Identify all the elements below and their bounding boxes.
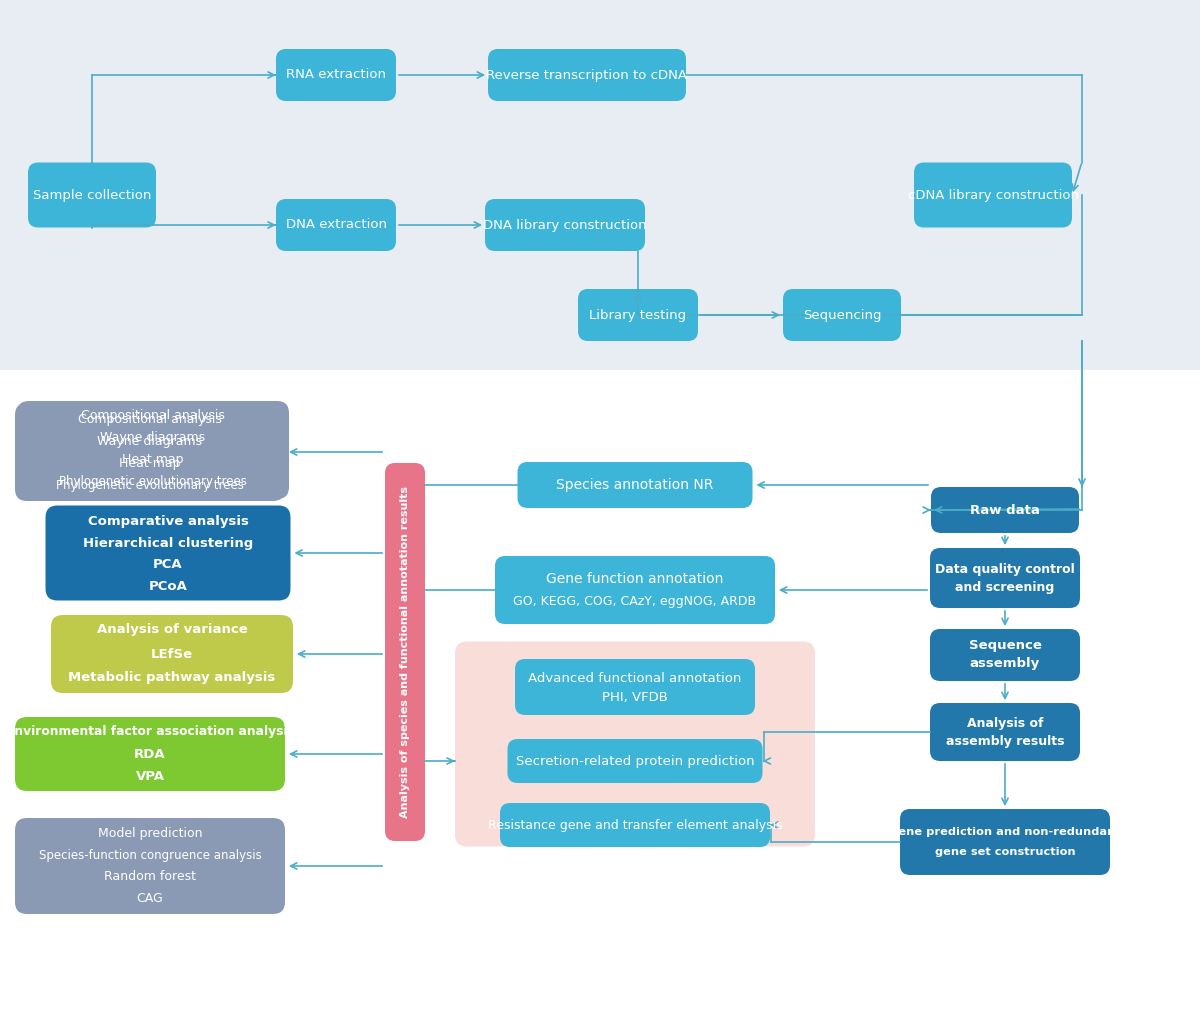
- FancyBboxPatch shape: [930, 703, 1080, 761]
- Text: Library testing: Library testing: [589, 309, 686, 322]
- Text: Sequencing: Sequencing: [803, 309, 881, 322]
- FancyBboxPatch shape: [0, 370, 1200, 1009]
- Text: PCA: PCA: [154, 559, 182, 571]
- FancyBboxPatch shape: [385, 463, 425, 840]
- Text: Heat map: Heat map: [119, 456, 181, 469]
- Text: LEfSe: LEfSe: [151, 648, 193, 661]
- FancyBboxPatch shape: [455, 642, 815, 847]
- Text: VPA: VPA: [136, 770, 164, 783]
- Text: Secretion-related protein prediction: Secretion-related protein prediction: [516, 755, 755, 768]
- FancyBboxPatch shape: [0, 0, 1200, 370]
- FancyBboxPatch shape: [900, 809, 1110, 875]
- Text: Advanced functional annotation: Advanced functional annotation: [528, 672, 742, 684]
- FancyBboxPatch shape: [515, 659, 755, 715]
- FancyBboxPatch shape: [784, 289, 901, 341]
- FancyBboxPatch shape: [931, 487, 1079, 533]
- FancyBboxPatch shape: [14, 403, 286, 501]
- Text: RDA: RDA: [134, 748, 166, 761]
- Text: Species-function congruence analysis: Species-function congruence analysis: [38, 849, 262, 862]
- Text: Analysis of species and functional annotation results: Analysis of species and functional annot…: [400, 486, 410, 818]
- FancyBboxPatch shape: [46, 506, 290, 600]
- Text: Data quality control: Data quality control: [935, 562, 1075, 575]
- Text: assembly results: assembly results: [946, 735, 1064, 748]
- FancyBboxPatch shape: [276, 49, 396, 101]
- Text: GO, KEGG, COG, CAzY, eggNOG, ARDB: GO, KEGG, COG, CAzY, eggNOG, ARDB: [514, 594, 756, 607]
- Text: Reverse transcription to cDNA: Reverse transcription to cDNA: [486, 69, 688, 82]
- Text: Comparative analysis: Comparative analysis: [88, 515, 248, 528]
- Text: Analysis of variance: Analysis of variance: [97, 624, 247, 637]
- Text: PCoA: PCoA: [149, 580, 187, 593]
- Text: DNA library construction: DNA library construction: [484, 219, 647, 231]
- FancyBboxPatch shape: [485, 199, 646, 251]
- Text: Model prediction: Model prediction: [97, 826, 203, 839]
- Text: assembly: assembly: [970, 658, 1040, 671]
- Text: Phylogenetic evolutionary trees: Phylogenetic evolutionary trees: [59, 475, 247, 488]
- Text: Compositional analysis: Compositional analysis: [78, 413, 222, 426]
- Text: Analysis of: Analysis of: [967, 716, 1043, 730]
- FancyBboxPatch shape: [14, 818, 286, 914]
- Text: gene set construction: gene set construction: [935, 847, 1075, 857]
- FancyBboxPatch shape: [276, 199, 396, 251]
- Text: Hierarchical clustering: Hierarchical clustering: [83, 537, 253, 550]
- Text: Raw data: Raw data: [970, 503, 1040, 517]
- Text: Wayne diagrams: Wayne diagrams: [97, 435, 203, 448]
- Text: and screening: and screening: [955, 580, 1055, 593]
- Text: Compositional analysis: Compositional analysis: [82, 410, 224, 423]
- FancyBboxPatch shape: [28, 162, 156, 227]
- Text: Gene function annotation: Gene function annotation: [546, 572, 724, 586]
- FancyBboxPatch shape: [50, 615, 293, 693]
- FancyBboxPatch shape: [914, 162, 1072, 227]
- Text: CAG: CAG: [137, 893, 163, 905]
- FancyBboxPatch shape: [930, 629, 1080, 681]
- FancyBboxPatch shape: [14, 717, 286, 791]
- FancyBboxPatch shape: [517, 462, 752, 508]
- Text: RNA extraction: RNA extraction: [286, 69, 386, 82]
- Text: DNA extraction: DNA extraction: [286, 219, 386, 231]
- FancyBboxPatch shape: [930, 548, 1080, 608]
- Text: Species annotation NR: Species annotation NR: [557, 478, 714, 492]
- Text: Wayne diagrams: Wayne diagrams: [101, 432, 205, 445]
- Text: cDNA library construction: cDNA library construction: [907, 189, 1079, 202]
- Text: Gene prediction and non-redundant: Gene prediction and non-redundant: [889, 827, 1121, 837]
- FancyBboxPatch shape: [578, 289, 698, 341]
- Text: Random forest: Random forest: [104, 871, 196, 884]
- FancyBboxPatch shape: [496, 556, 775, 624]
- Text: Heat map: Heat map: [122, 453, 184, 466]
- Text: PHI, VFDB: PHI, VFDB: [602, 690, 668, 703]
- FancyBboxPatch shape: [508, 739, 762, 783]
- FancyBboxPatch shape: [488, 49, 686, 101]
- Text: Metabolic pathway analysis: Metabolic pathway analysis: [68, 672, 276, 684]
- Text: Environmental factor association analysis: Environmental factor association analysi…: [6, 725, 294, 739]
- Text: Sequence: Sequence: [968, 640, 1042, 653]
- FancyBboxPatch shape: [500, 803, 770, 847]
- FancyBboxPatch shape: [17, 401, 289, 499]
- Text: Sample collection: Sample collection: [32, 189, 151, 202]
- Text: Phylogenetic evolutionary trees: Phylogenetic evolutionary trees: [56, 478, 244, 491]
- Text: Resistance gene and transfer element analysis: Resistance gene and transfer element ana…: [487, 818, 782, 831]
